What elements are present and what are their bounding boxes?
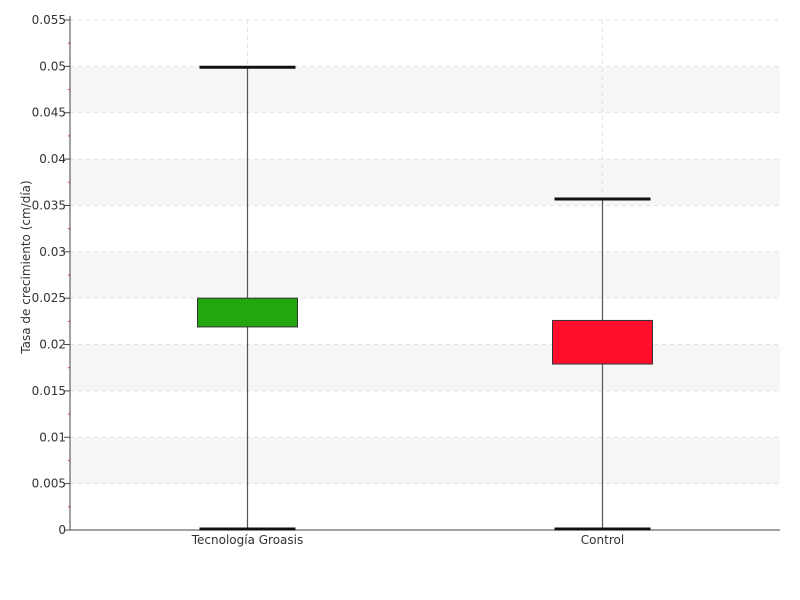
grid-band <box>70 66 780 113</box>
y-tick-label: 0.035 <box>32 198 66 212</box>
y-axis-ticks: 0 0.005 0.01 0.015 0.02 0.025 0.03 0.035 0.04 0.0… <box>32 13 70 537</box>
y-tick-label: 0.025 <box>32 291 66 305</box>
x-axis-labels: Tecnología Groasis Control <box>191 533 624 547</box>
y-tick-label: 0.005 <box>32 477 66 491</box>
box-rect <box>197 297 298 328</box>
grid-band <box>70 344 780 391</box>
y-tick-label: 0.04 <box>39 152 66 166</box>
x-category-label: Tecnología Groasis <box>191 533 304 547</box>
box-plot-item <box>552 197 653 531</box>
y-tick-label: 0.045 <box>32 106 66 120</box>
y-tick-label: 0 <box>58 523 66 537</box>
axes <box>69 16 780 531</box>
box-rect <box>552 319 653 365</box>
y-tick-label: 0.02 <box>39 338 66 352</box>
grid-band <box>70 159 780 206</box>
box-plot-series <box>197 65 653 531</box>
box-plot-item <box>197 65 298 531</box>
y-tick-label: 0.05 <box>39 59 66 73</box>
x-category-label: Control <box>581 533 624 547</box>
y-tick-label: 0.03 <box>39 245 66 259</box>
grid-band <box>70 437 780 484</box>
y-tick-label: 0.01 <box>39 430 66 444</box>
grid-band <box>70 251 780 299</box>
y-tick-label: 0.015 <box>32 384 66 398</box>
y-tick-label: 0.055 <box>32 13 66 27</box>
y-axis-title: Tasa de crecimiento (cm/día) <box>19 180 33 354</box>
background-bands <box>70 66 780 484</box>
